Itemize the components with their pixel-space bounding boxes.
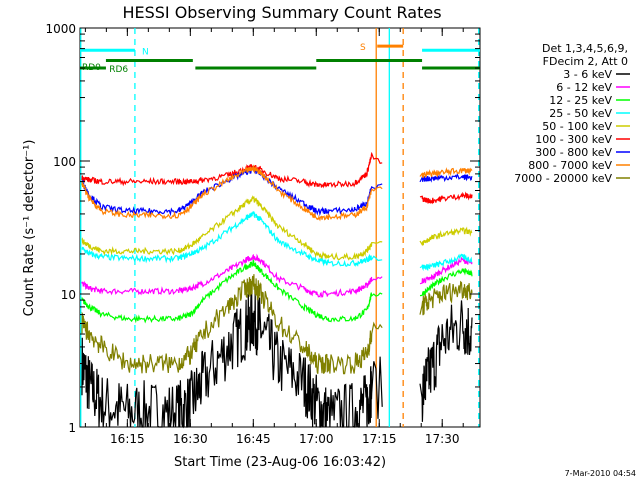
flag-label-s: S	[360, 43, 366, 53]
series-line-8-0	[81, 274, 383, 375]
series-line-3-0	[81, 211, 383, 267]
x-tick-label-0: 16:15	[110, 432, 145, 446]
y-tick-label-0: 1	[68, 421, 76, 435]
series-line-7-1	[419, 167, 473, 178]
series-line-5-1	[419, 191, 473, 205]
plot-frame	[79, 27, 481, 428]
y-axis-label: Count Rate (s⁻¹ detector⁻¹)	[22, 140, 37, 317]
footer-timestamp: 7-Mar-2010 04:54	[565, 469, 636, 478]
series-line-1-1	[419, 256, 473, 285]
y-tick-label-2: 100	[53, 155, 76, 169]
y-axis: 1 10 100 1000	[45, 22, 480, 435]
series-line-8-1	[419, 280, 473, 316]
series-line-2-0	[81, 259, 383, 324]
series-line-7-0	[81, 164, 383, 222]
series-line-6-1	[419, 172, 473, 183]
x-tick-label-5: 17:30	[425, 432, 460, 446]
legend-label-0: 3 - 6 keV	[563, 68, 612, 81]
series-line-4-1	[419, 226, 473, 247]
legend-label-3: 25 - 50 keV	[549, 107, 612, 120]
legend: Det 1,3,4,5,6,9,FDecim 2, Att 03 - 6 keV…	[514, 42, 630, 185]
y-tick-label-3: 1000	[45, 22, 76, 36]
legend-label-1: 6 - 12 keV	[556, 81, 612, 94]
flag-label-rd0: RD0	[82, 63, 101, 73]
x-tick-label-1: 16:30	[173, 432, 208, 446]
legend-label-2: 12 - 25 keV	[549, 94, 612, 107]
series-line-6-0	[81, 166, 383, 217]
x-axis-label: Start Time (23-Aug-06 16:03:42)	[174, 455, 386, 470]
series-line-1-0	[81, 253, 383, 298]
legend-label-8: 7000 - 20000 keV	[514, 172, 612, 185]
series-line-3-1	[419, 253, 473, 272]
series-line-0-0	[81, 289, 383, 429]
series-line-5-0	[81, 151, 383, 189]
flag-label-rd6: RD6	[109, 65, 128, 75]
series-group	[81, 151, 473, 429]
x-tick-label-2: 16:45	[236, 432, 271, 446]
legend-label-7: 800 - 7000 keV	[528, 159, 612, 172]
flag-bars: N S RD0 RD6	[80, 43, 480, 75]
series-line-0-1	[419, 300, 473, 422]
y-tick-label-1: 10	[61, 288, 76, 302]
x-tick-label-3: 17:00	[299, 432, 334, 446]
chart-title: HESSI Observing Summary Count Rates	[122, 3, 441, 22]
legend-header-1: FDecim 2, Att 0	[543, 55, 628, 68]
legend-label-6: 300 - 800 keV	[535, 146, 612, 159]
x-axis: 16:15 16:30 16:45 17:00 17:15 17:30	[84, 28, 464, 446]
legend-label-5: 100 - 300 keV	[535, 133, 612, 146]
series-line-2-1	[419, 267, 473, 297]
series-line-4-0	[81, 195, 383, 261]
x-tick-label-4: 17:15	[362, 432, 397, 446]
legend-header-0: Det 1,3,4,5,6,9,	[542, 42, 628, 55]
flag-label-n: N	[142, 47, 149, 57]
legend-label-4: 50 - 100 keV	[542, 120, 612, 133]
